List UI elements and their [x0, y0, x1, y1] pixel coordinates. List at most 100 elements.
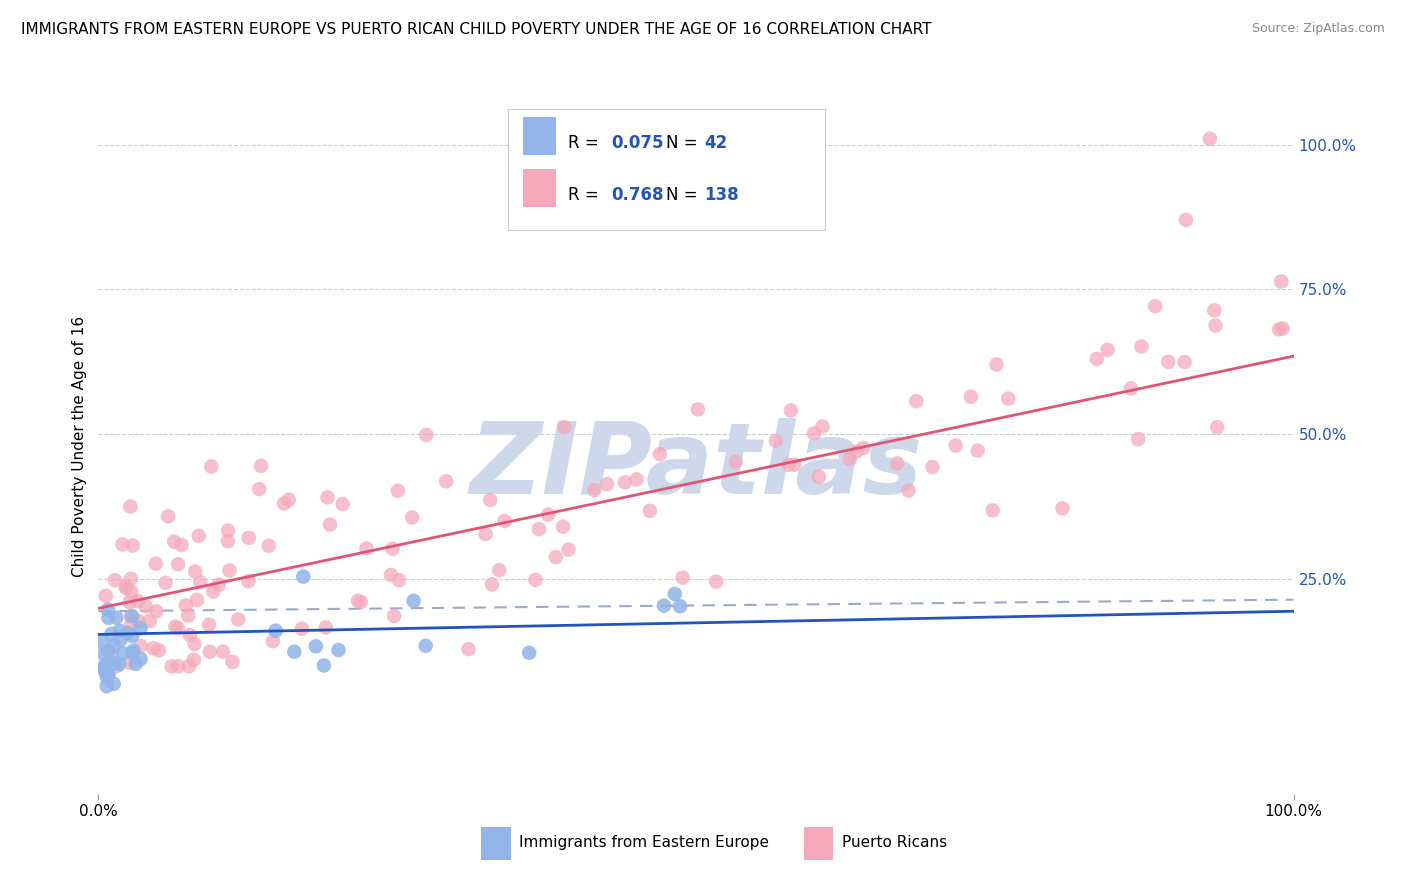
- Point: [187, 529, 209, 543]
- Point: [811, 419, 834, 434]
- Point: [129, 639, 152, 653]
- Bar: [481, 827, 510, 860]
- Point: [118, 656, 141, 670]
- Point: [93, 660, 115, 674]
- Point: [1130, 340, 1153, 354]
- Point: [1270, 275, 1292, 289]
- Point: [142, 641, 165, 656]
- Point: [217, 534, 239, 549]
- Point: [626, 473, 648, 487]
- Point: [238, 574, 260, 589]
- Point: [104, 573, 127, 587]
- Point: [111, 537, 134, 551]
- Point: [596, 477, 619, 491]
- Point: [553, 420, 575, 434]
- Point: [1119, 382, 1142, 396]
- Point: [177, 659, 200, 673]
- Point: [981, 503, 1004, 517]
- Point: [188, 575, 211, 590]
- Point: [672, 571, 695, 585]
- Point: [100, 648, 122, 662]
- Point: [312, 658, 335, 673]
- Point: [167, 621, 190, 635]
- Point: [121, 646, 143, 660]
- Point: [179, 628, 201, 642]
- Point: [277, 492, 299, 507]
- Text: N =: N =: [666, 134, 703, 152]
- Point: [115, 581, 138, 595]
- Point: [402, 594, 425, 608]
- Point: [380, 568, 402, 582]
- Point: [198, 645, 221, 659]
- Point: [110, 632, 132, 647]
- Point: [90, 635, 112, 649]
- Text: ZIPatlas: ZIPatlas: [470, 418, 922, 516]
- Point: [283, 645, 305, 659]
- Point: [997, 392, 1019, 406]
- Point: [155, 575, 177, 590]
- Point: [1206, 420, 1229, 434]
- Point: [100, 627, 122, 641]
- Point: [638, 504, 661, 518]
- Point: [807, 469, 830, 483]
- Point: [183, 653, 205, 667]
- Point: [524, 573, 547, 587]
- Point: [202, 584, 225, 599]
- Point: [121, 539, 143, 553]
- Point: [145, 557, 167, 571]
- Text: R =: R =: [568, 186, 605, 204]
- Point: [97, 644, 120, 658]
- Point: [97, 602, 120, 616]
- Point: [103, 638, 125, 652]
- Point: [350, 595, 373, 609]
- Point: [388, 573, 411, 587]
- Point: [1271, 321, 1294, 335]
- Point: [1175, 213, 1198, 227]
- Point: [157, 509, 180, 524]
- Point: [217, 524, 239, 538]
- Point: [434, 475, 457, 489]
- Point: [387, 483, 409, 498]
- Point: [273, 496, 295, 510]
- Point: [120, 500, 142, 514]
- Point: [401, 510, 423, 524]
- Point: [257, 539, 280, 553]
- Point: [921, 460, 943, 475]
- Point: [105, 610, 128, 624]
- Point: [221, 655, 243, 669]
- Point: [96, 679, 118, 693]
- Point: [845, 444, 868, 458]
- Point: [415, 428, 437, 442]
- Point: [167, 659, 190, 673]
- Text: 138: 138: [704, 186, 740, 204]
- Point: [96, 670, 118, 684]
- Point: [1085, 351, 1108, 366]
- Point: [1174, 355, 1197, 369]
- Point: [381, 541, 404, 556]
- Point: [97, 667, 120, 681]
- Point: [783, 458, 806, 472]
- Point: [108, 624, 131, 638]
- Point: [148, 643, 170, 657]
- Point: [264, 624, 287, 638]
- Point: [135, 599, 157, 614]
- Point: [165, 620, 187, 634]
- Point: [93, 647, 115, 661]
- Point: [212, 645, 235, 659]
- Point: [120, 616, 142, 631]
- Text: Source: ZipAtlas.com: Source: ZipAtlas.com: [1251, 22, 1385, 36]
- Point: [765, 434, 787, 448]
- Point: [415, 639, 437, 653]
- Point: [527, 522, 550, 536]
- Point: [105, 659, 128, 673]
- Point: [319, 517, 342, 532]
- Point: [184, 565, 207, 579]
- Point: [262, 634, 284, 648]
- Point: [945, 438, 967, 452]
- Point: [724, 455, 747, 469]
- Point: [183, 637, 205, 651]
- Point: [1157, 355, 1180, 369]
- Point: [145, 604, 167, 618]
- Point: [125, 657, 148, 671]
- Point: [94, 662, 117, 676]
